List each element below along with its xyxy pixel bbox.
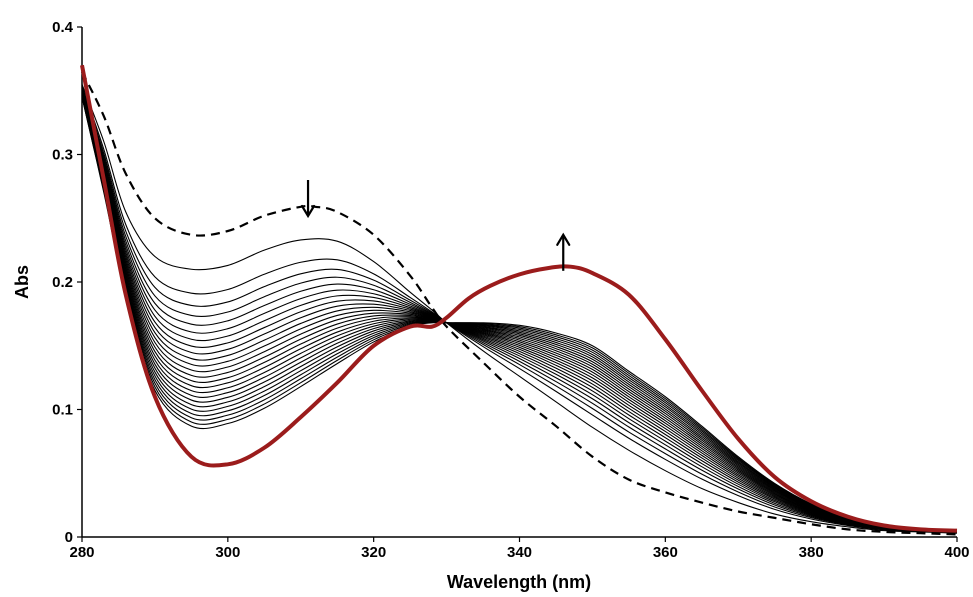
intermediate-spectrum-line xyxy=(81,97,958,533)
intermediate-spectrum-line xyxy=(81,86,958,534)
y-tick-label: 0.3 xyxy=(52,147,73,164)
annotations xyxy=(300,180,571,271)
x-tick-label: 340 xyxy=(507,544,532,561)
x-ticks: 280 300 320 340 360 380 400 xyxy=(69,537,970,561)
x-tick-label: 300 xyxy=(215,544,240,561)
axes xyxy=(81,27,957,538)
x-tick-label: 380 xyxy=(799,544,824,561)
initial-spectrum-line xyxy=(81,71,958,536)
intermediate-spectrum-line xyxy=(81,92,958,533)
intermediate-spectrum-line xyxy=(81,84,958,534)
intermediate-spectrum-line xyxy=(81,88,958,534)
intermediate-spectrum-line xyxy=(81,94,958,533)
intermediate-spectrum-line xyxy=(81,93,958,533)
x-axis-title: Wavelength (nm) xyxy=(447,572,591,592)
intermediate-spectrum-line xyxy=(81,87,958,534)
intermediate-spectra xyxy=(81,84,958,534)
intermediate-spectrum-line xyxy=(81,89,958,534)
x-tick-label: 360 xyxy=(653,544,678,561)
intermediate-spectrum-line xyxy=(81,92,958,533)
intermediate-spectrum-line xyxy=(81,93,958,533)
intermediate-spectrum-line xyxy=(81,90,958,534)
intermediate-spectrum-line xyxy=(81,87,958,534)
intermediate-spectrum-line xyxy=(81,91,958,533)
arrow-down-icon xyxy=(300,180,316,219)
y-tick-label: 0.1 xyxy=(52,402,73,419)
intermediate-spectrum-line xyxy=(81,94,958,533)
y-axis-title: Abs xyxy=(12,265,32,299)
x-tick-label: 280 xyxy=(69,544,94,561)
x-tick-label: 400 xyxy=(944,544,969,561)
intermediate-spectrum-line xyxy=(81,89,958,534)
y-ticks: 0 0.1 0.2 0.3 0.4 xyxy=(52,19,82,546)
intermediate-spectrum-line xyxy=(81,91,958,533)
intermediate-spectrum-line xyxy=(81,94,958,533)
initial-spectrum-group xyxy=(81,71,958,536)
y-tick-label: 0 xyxy=(65,529,73,546)
intermediate-spectrum-line xyxy=(81,90,958,534)
y-tick-label: 0.2 xyxy=(52,274,73,291)
final-spectrum-group xyxy=(80,64,958,533)
y-tick-label: 0.4 xyxy=(52,19,74,36)
x-tick-label: 320 xyxy=(361,544,386,561)
arrow-up-icon xyxy=(556,232,571,271)
final-spectrum-line xyxy=(80,64,958,533)
